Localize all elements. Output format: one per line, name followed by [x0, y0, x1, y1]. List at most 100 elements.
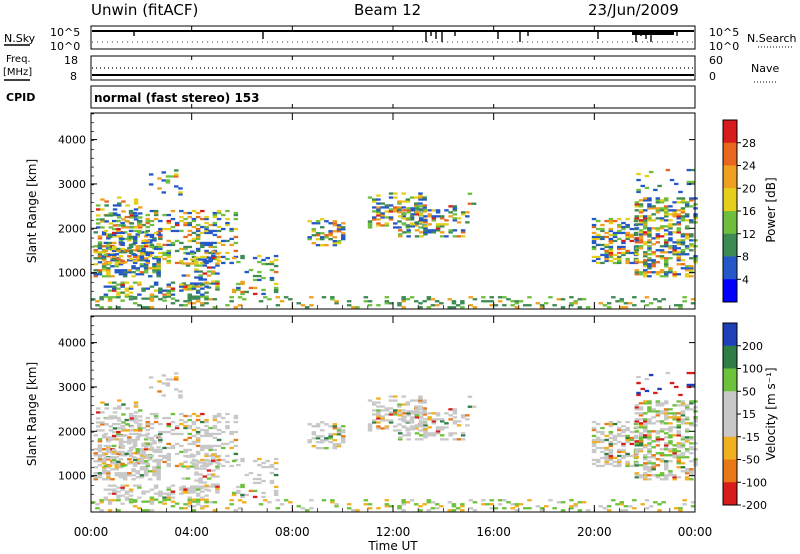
scatter-cell [131, 275, 136, 278]
scatter-cell [367, 429, 373, 432]
scatter-cell [689, 275, 694, 278]
scatter-cell [452, 207, 458, 210]
scatter-cell [166, 458, 171, 462]
scatter-cell [376, 214, 381, 217]
scatter-cell [419, 434, 424, 437]
scatter-cell [300, 507, 306, 510]
scatter-cell [198, 276, 203, 279]
scatter-cell [169, 175, 175, 178]
scatter-cell [99, 509, 104, 512]
scatter-cell [225, 424, 230, 428]
scatter-cell [149, 235, 155, 239]
scatter-cell [174, 426, 180, 430]
scatter-cell [231, 491, 237, 495]
scatter-cell [456, 420, 462, 423]
scatter-cell [143, 245, 149, 248]
scatter-cell [212, 241, 218, 245]
scatter-cell [124, 289, 130, 292]
scatter-cell [315, 232, 321, 235]
scatter-cell [643, 215, 648, 218]
scatter-cell [200, 486, 205, 489]
scatter-cell [591, 247, 597, 251]
scatter-cell [216, 235, 222, 239]
scatter-cell [152, 239, 157, 242]
colorbar-tick-label: 4 [742, 273, 749, 286]
scatter-cell [191, 442, 197, 446]
scatter-cell [248, 471, 254, 475]
scatter-cell [125, 226, 130, 229]
scatter-cell [402, 426, 407, 429]
scatter-cell [638, 440, 644, 443]
scatter-cell [643, 259, 648, 262]
scatter-cell [497, 499, 503, 502]
scatter-cell [200, 255, 205, 259]
scatter-cell [231, 459, 237, 463]
scatter-cell [204, 231, 209, 235]
scatter-cell [388, 196, 394, 199]
scatter-cell [422, 300, 427, 303]
scatter-cell [693, 410, 698, 413]
scatter-cell [215, 483, 220, 486]
scatter-cell [402, 213, 407, 216]
scatter-cell [229, 440, 234, 444]
scatter-cell [372, 421, 377, 424]
scatter-cell [116, 249, 121, 253]
scatter-cell [153, 448, 159, 452]
scatter-cell [97, 269, 103, 272]
scatter-cell [674, 182, 679, 186]
scatter-cell [257, 270, 262, 274]
scatter-cell [137, 432, 142, 436]
scatter-cell [131, 243, 136, 246]
scatter-cell [265, 465, 270, 469]
scatter-cell [187, 285, 192, 288]
scatter-cell [581, 298, 587, 301]
scatter-cell [617, 225, 622, 229]
scatter-cell [106, 476, 111, 479]
scatter-cell [311, 437, 317, 440]
scatter-cell [107, 438, 113, 442]
scatter-cell [569, 507, 574, 510]
scatter-cell [216, 414, 222, 418]
scatter-cell [191, 462, 197, 466]
scatter-cell [120, 231, 125, 235]
scatter-cell [668, 237, 673, 240]
scatter-cell [409, 218, 415, 221]
colorbar-tick-label: 16 [742, 205, 756, 218]
scatter-cell [689, 424, 694, 427]
scatter-cell [638, 434, 644, 437]
scatter-cell [591, 450, 597, 454]
scatter-cell [107, 488, 113, 491]
scatter-cell [659, 225, 665, 228]
scatter-cell [128, 235, 134, 239]
scatter-cell [414, 424, 420, 427]
scatter-cell [120, 502, 125, 505]
scatter-cell [208, 229, 213, 233]
scatter-cell [236, 288, 241, 292]
colorbar-segment [723, 233, 737, 257]
scatter-cell [648, 302, 654, 305]
scatter-cell [431, 434, 437, 437]
scatter-cell [233, 452, 239, 456]
scatter-cell [600, 261, 605, 265]
scatter-cell [608, 241, 614, 245]
scatter-cell [320, 236, 325, 239]
scatter-cell [200, 295, 205, 298]
scatter-cell [153, 289, 159, 292]
scatter-cell [120, 261, 125, 265]
scatter-cell [165, 181, 171, 184]
scatter-cell [174, 372, 179, 375]
scatter-cell [275, 296, 281, 299]
scatter-cell [273, 489, 279, 493]
scatter-cell [676, 263, 681, 266]
scatter-cell [152, 468, 157, 471]
scatter-cell [384, 413, 390, 416]
scatter-cell [668, 227, 673, 230]
scatter-cell [355, 509, 360, 512]
scatter-cell [216, 225, 222, 229]
scatter-cell [600, 430, 605, 434]
scatter-cell [114, 474, 119, 477]
scatter-cell [131, 267, 136, 270]
scatter-cell [664, 400, 669, 403]
scatter-cell [376, 425, 381, 428]
scatter-cell [430, 304, 436, 307]
